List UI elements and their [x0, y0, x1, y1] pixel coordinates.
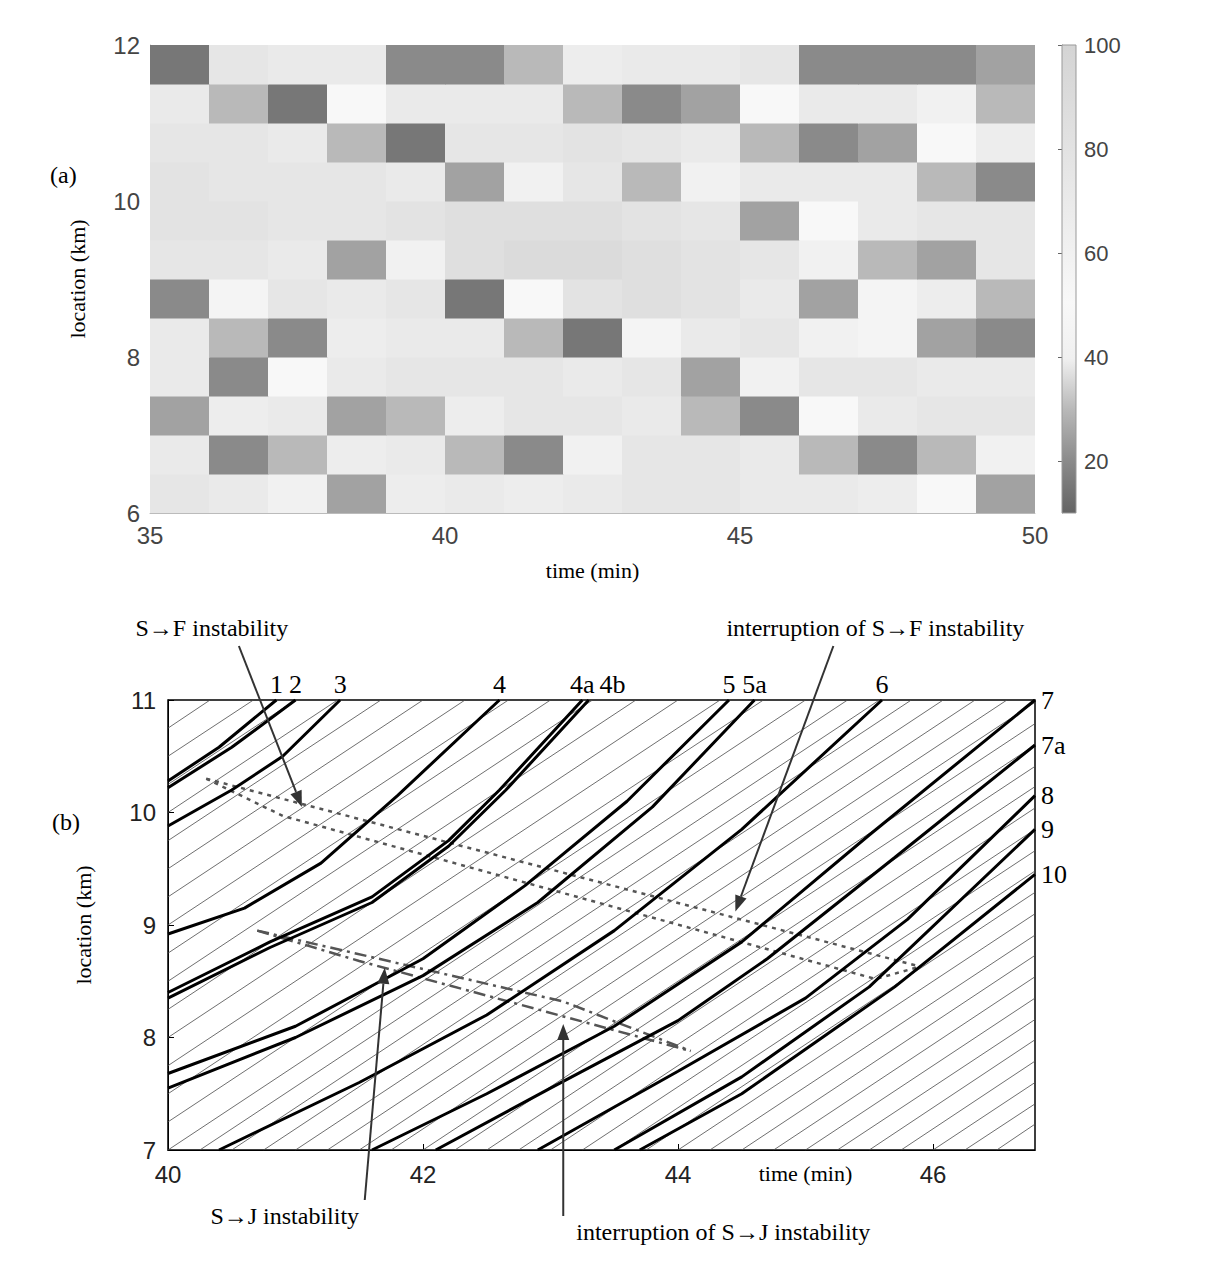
svg-text:time (min): time (min) [546, 558, 639, 583]
svg-text:interruption of S→J instabilit: interruption of S→J instability [576, 1219, 870, 1245]
svg-text:7a: 7a [1041, 731, 1066, 760]
svg-text:35: 35 [137, 522, 164, 549]
svg-text:40: 40 [1084, 345, 1108, 370]
svg-text:8: 8 [143, 1024, 156, 1051]
svg-text:9: 9 [143, 912, 156, 939]
svg-text:S→J instability: S→J instability [210, 1203, 359, 1229]
svg-text:location (km): location (km) [65, 219, 90, 338]
svg-text:6: 6 [126, 499, 140, 527]
svg-text:46: 46 [920, 1161, 947, 1188]
svg-text:40: 40 [432, 522, 459, 549]
svg-text:12: 12 [113, 32, 140, 59]
svg-text:45: 45 [727, 522, 754, 549]
svg-text:4a: 4a [570, 670, 595, 699]
svg-text:(a): (a) [50, 162, 77, 188]
svg-text:(b): (b) [52, 809, 80, 835]
svg-text:44: 44 [665, 1161, 692, 1188]
svg-text:42: 42 [410, 1161, 437, 1188]
svg-text:7: 7 [143, 1137, 156, 1164]
svg-text:7: 7 [1041, 686, 1054, 715]
svg-text:11: 11 [131, 687, 156, 714]
svg-text:10: 10 [113, 188, 140, 215]
svg-text:4: 4 [493, 670, 506, 699]
svg-text:9: 9 [1041, 815, 1054, 844]
svg-text:40: 40 [155, 1161, 182, 1188]
svg-text:3: 3 [334, 670, 347, 699]
svg-text:8: 8 [1041, 781, 1054, 810]
svg-text:time (min): time (min) [759, 1161, 852, 1186]
svg-text:5a: 5a [742, 670, 767, 699]
svg-text:50: 50 [1022, 522, 1049, 549]
svg-text:S→F instability: S→F instability [136, 615, 289, 641]
svg-text:10: 10 [129, 799, 156, 826]
svg-text:location (km): location (km) [71, 865, 96, 984]
svg-text:60: 60 [1084, 241, 1108, 266]
svg-text:6: 6 [876, 670, 889, 699]
svg-text:80: 80 [1084, 137, 1108, 162]
svg-text:5: 5 [723, 670, 736, 699]
svg-text:2: 2 [289, 670, 302, 699]
svg-text:100: 100 [1084, 33, 1121, 58]
svg-text:interruption of S→F instabilit: interruption of S→F instability [726, 615, 1024, 641]
svg-text:1: 1 [270, 670, 283, 699]
svg-text:4b: 4b [599, 670, 625, 699]
svg-text:20: 20 [1084, 449, 1108, 474]
svg-text:10: 10 [1041, 860, 1067, 889]
svg-text:8: 8 [127, 344, 140, 371]
